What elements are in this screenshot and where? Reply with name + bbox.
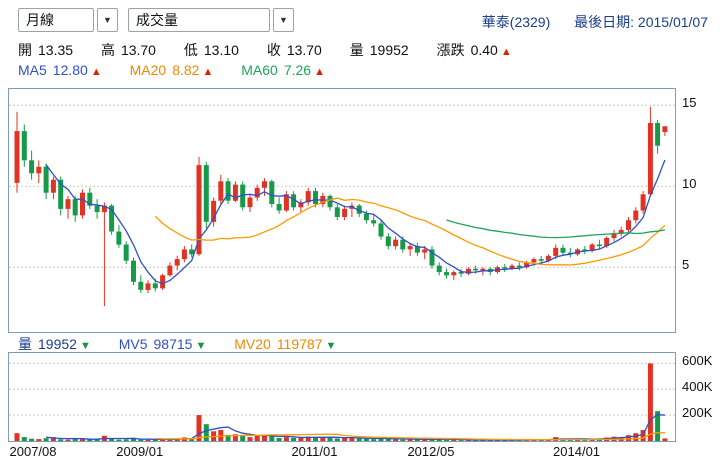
ma-row: MA5 12.80 ▲ MA20 8.82 ▲ MA60 7.26 ▲	[18, 62, 349, 78]
up-arrow-icon: ▲	[90, 66, 102, 78]
ma60-field: MA60 7.26 ▲	[241, 62, 325, 78]
period-select[interactable]: 月線 ▼	[18, 8, 118, 32]
close-value: 13.70	[286, 42, 322, 58]
volume-axis-tick-label: 200K	[682, 405, 713, 421]
down-arrow-icon: ▼	[79, 340, 91, 352]
volume-chart-svg	[9, 362, 675, 441]
low-label: 低	[183, 42, 198, 58]
indicator-select-arrow-button[interactable]: ▼	[273, 8, 294, 32]
price-axis-tick-label: 15	[682, 95, 697, 111]
mv5-label: MV5	[118, 336, 148, 352]
ma60-value: 7.26	[283, 62, 312, 78]
date-axis-tick-label: 2012/05	[407, 444, 455, 459]
high-label: 高	[100, 42, 115, 58]
ma5-value: 12.80	[52, 62, 88, 78]
high-field: 高 13.70	[101, 42, 156, 58]
date-axis-tick-label: 2007/08	[9, 444, 57, 459]
volume-label: 量	[349, 42, 364, 58]
close-label: 收	[266, 42, 281, 58]
ma60-label: MA60	[241, 62, 278, 78]
volume-axis-tick-label: 600K	[682, 353, 713, 369]
date-axis-tick-label: 2014/01	[553, 444, 601, 459]
ma5-field: MA5 12.80 ▲	[18, 62, 102, 78]
stock-title: 華泰(2329)	[481, 14, 551, 30]
price-axis-tick-label: 5	[682, 257, 690, 273]
high-value: 13.70	[120, 42, 156, 58]
price-chart	[8, 88, 676, 333]
ma20-label: MA20	[129, 62, 167, 78]
change-label: 漲跌	[436, 42, 465, 58]
indicator-select-value[interactable]: 成交量	[128, 8, 270, 32]
price-axis-tick-label: 10	[682, 176, 697, 192]
chevron-down-icon: ▼	[279, 14, 288, 25]
period-select-value[interactable]: 月線	[18, 8, 94, 32]
title-bar: 華泰(2329) 最後日期: 2015/01/07	[482, 12, 708, 32]
open-label: 開	[18, 42, 32, 58]
change-field: 漲跌 0.40 ▲	[437, 42, 512, 58]
chevron-down-icon: ▼	[103, 14, 112, 25]
indicator-select[interactable]: 成交量 ▼	[128, 8, 294, 32]
vol-value: 19952	[38, 336, 77, 352]
ma20-field: MA20 8.82 ▲	[130, 62, 214, 78]
vol-field: 量 19952 ▼	[18, 336, 91, 352]
volume-info-row: 量 19952 ▼ MV5 98715 ▼ MV20 119787 ▼	[18, 334, 360, 354]
ma5-label: MA5	[18, 62, 47, 78]
down-arrow-icon: ▼	[195, 340, 207, 352]
open-field: 開 13.35	[18, 42, 73, 58]
low-value: 13.10	[203, 42, 239, 58]
date-axis-tick-label: 2011/01	[291, 444, 338, 459]
price-chart-svg	[9, 104, 675, 307]
volume-chart	[8, 352, 676, 442]
up-arrow-icon: ▲	[500, 46, 512, 58]
period-select-arrow-button[interactable]: ▼	[97, 8, 118, 32]
mv20-field: MV20 119787 ▼	[234, 336, 336, 352]
volume-value: 19952	[369, 42, 409, 58]
mv20-value: 119787	[276, 336, 323, 352]
last-date: 最後日期: 2015/01/07	[574, 14, 708, 30]
close-field: 收 13.70	[267, 42, 322, 58]
volume-axis-tick-label: 400K	[682, 379, 713, 395]
date-axis-tick-label: 2009/01	[116, 444, 164, 459]
low-field: 低 13.10	[184, 42, 239, 58]
up-arrow-icon: ▲	[202, 66, 214, 78]
vol-label: 量	[18, 336, 32, 352]
open-value: 13.35	[38, 42, 74, 58]
ma20-value: 8.82	[172, 62, 200, 78]
mv5-field: MV5 98715 ▼	[119, 336, 207, 352]
volume-field: 量 19952	[350, 42, 409, 58]
mv20-label: MV20	[234, 336, 271, 352]
change-value: 0.40	[470, 42, 498, 58]
mv5-value: 98715	[153, 336, 193, 352]
quote-row: 開 13.35 高 13.70 低 13.10 收 13.70 量 19952 漲跌 0.4…	[18, 40, 536, 60]
up-arrow-icon: ▲	[314, 66, 325, 78]
down-arrow-icon: ▼	[325, 340, 337, 352]
